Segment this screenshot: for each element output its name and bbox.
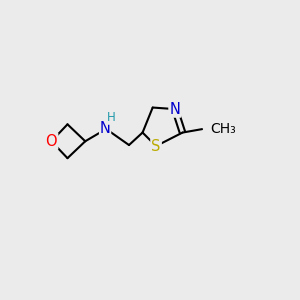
Text: N: N (100, 122, 110, 136)
Text: O: O (46, 134, 57, 149)
Text: S: S (152, 139, 161, 154)
Text: H: H (107, 111, 116, 124)
Text: CH₃: CH₃ (210, 122, 236, 136)
Text: N: N (169, 102, 180, 117)
